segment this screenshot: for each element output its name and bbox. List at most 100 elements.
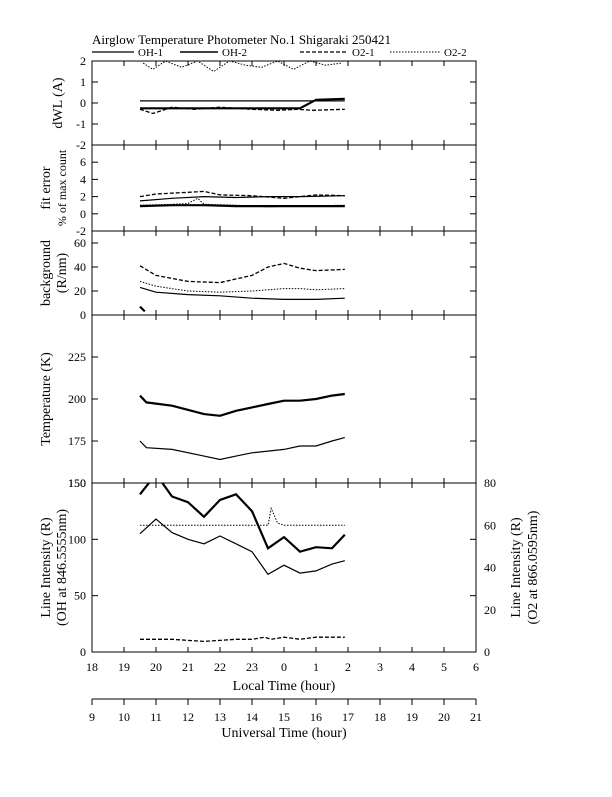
series-oh-1-line	[139, 286, 345, 300]
legend-label: O2-2	[444, 47, 467, 59]
series-oh-2-line	[140, 97, 345, 110]
series-oh-1-line	[139, 195, 345, 202]
ut-tick-label: 11	[150, 710, 162, 724]
series-o2-2-line	[139, 197, 345, 208]
y-right-tick-label: 60	[484, 518, 496, 532]
series-o2-1-line	[140, 636, 345, 643]
y-right-tick-label: 0	[484, 645, 490, 659]
local-time-tick-label: 20	[150, 660, 162, 674]
series-oh-1-line	[139, 437, 345, 461]
y-right-tick-label: 20	[484, 603, 496, 617]
y-tick-label: 150	[68, 476, 86, 490]
y-tick-label: 2	[80, 54, 86, 68]
series-o2-1-line	[139, 190, 345, 199]
ut-tick-label: 17	[342, 710, 354, 724]
legend-item-oh-1: OH-1	[92, 47, 163, 59]
y-axis-title: Line Intensity (R)	[39, 517, 54, 618]
ut-tick-label: 21	[470, 710, 482, 724]
legend-item-o2-1: O2-1	[300, 47, 375, 59]
y-right-tick-label: 40	[484, 561, 496, 575]
y-axis-subtitle: (OH at 846.5555nm)	[55, 509, 70, 626]
y-tick-label: 225	[68, 350, 86, 364]
legend-label: O2-1	[352, 47, 375, 59]
chart-title: Airglow Temperature Photometer No.1 Shig…	[92, 32, 391, 47]
local-time-tick-label: 1	[313, 660, 319, 674]
y-tick-label: 4	[80, 172, 86, 186]
series-o2-2-line	[140, 506, 345, 526]
y-axis-subtitle: (R/nm)	[55, 252, 70, 293]
panel-dWL: -2 -1 0 1 2 dWL (A)	[51, 54, 477, 152]
series-oh-2-line	[139, 483, 346, 553]
legend-item-oh-2: OH-2	[180, 47, 247, 59]
local-time-tick-label: 3	[377, 660, 383, 674]
panel-background: 0 20 40 60 background (R/nm)	[39, 230, 477, 322]
panel-temperature: 150 175 200 225 Temperature (K)	[39, 314, 477, 490]
y-axis-subtitle: % of max count	[55, 149, 69, 226]
local-time-tick-label: 2	[345, 660, 351, 674]
ut-tick-label: 12	[182, 710, 194, 724]
y-tick-label: 200	[68, 392, 86, 406]
series-o2-2-line	[139, 280, 345, 293]
local-time-tick-label: 23	[246, 660, 258, 674]
ut-tick-label: 13	[214, 710, 226, 724]
ut-tick-label: 20	[438, 710, 450, 724]
series-oh-1-line	[139, 518, 345, 576]
series-o2-2-line	[142, 61, 342, 73]
panel-frame	[91, 60, 477, 146]
plot-panels: -2 -1 0 1 2 dWL (A) -2 0 2 4 6 fit error% of max co…	[39, 54, 541, 659]
panel-frame	[91, 230, 477, 316]
series-oh-2-line	[139, 305, 146, 313]
legend-label: OH-1	[138, 47, 163, 59]
local-time-tick-label: 5	[441, 660, 447, 674]
y-tick-label: 60	[74, 236, 86, 250]
y-tick-label: 0	[80, 308, 86, 322]
y-tick-label: 150	[68, 476, 86, 490]
y-tick-label: 2	[80, 190, 86, 204]
y-tick-label: 6	[80, 155, 86, 169]
local-time-tick-label: 18	[86, 660, 98, 674]
y-tick-label: -2	[76, 138, 86, 152]
y-tick-label: 175	[68, 434, 86, 448]
local-time-tick-label: 0	[281, 660, 287, 674]
ut-tick-label: 10	[118, 710, 130, 724]
y-right-axis-title: Line Intensity (R)	[509, 517, 524, 618]
y-tick-label: -1	[76, 117, 86, 131]
local-time-axis-title: Local Time (hour)	[233, 679, 336, 694]
y-tick-label: 20	[74, 284, 86, 298]
ut-tick-label: 18	[374, 710, 386, 724]
y-tick-label: 0	[80, 207, 86, 221]
ut-tick-label: 19	[406, 710, 418, 724]
y-axis-title: Temperature (K)	[39, 352, 54, 446]
y-tick-label: 0	[80, 96, 86, 110]
ut-tick-label: 15	[278, 710, 290, 724]
y-tick-label: 1	[80, 75, 86, 89]
y-tick-label: 50	[74, 589, 86, 603]
series-o2-1-line	[139, 106, 345, 115]
legend: OH-1 OH-2 O2-1 O2-2	[92, 47, 467, 59]
ut-tick-label: 14	[246, 710, 258, 724]
local-time-tick-label: 22	[214, 660, 226, 674]
y-tick-label: -2	[76, 224, 86, 238]
legend-label: OH-2	[222, 47, 247, 59]
panel-fit-error: -2 0 2 4 6 fit error% of max count	[39, 144, 477, 238]
y-axis-title: background	[39, 240, 54, 306]
legend-item-o2-2: O2-2	[390, 47, 467, 59]
y-tick-label: 40	[74, 260, 86, 274]
y-axis-title: fit error	[39, 166, 54, 209]
panel-frame	[91, 482, 477, 653]
panel-frame	[91, 144, 477, 232]
y-axis-title: dWL (A)	[51, 77, 66, 129]
series-o2-1-line	[139, 262, 345, 284]
local-time-tick-label: 19	[118, 660, 130, 674]
ut-tick-label: 9	[89, 710, 95, 724]
series-oh-2-line	[139, 204, 345, 208]
y-right-tick-label: 80	[484, 476, 496, 490]
series-oh-2-line	[139, 392, 345, 417]
local-time-tick-label: 6	[473, 660, 479, 674]
y-tick-label: 0	[80, 645, 86, 659]
ut-tick-label: 16	[310, 710, 322, 724]
